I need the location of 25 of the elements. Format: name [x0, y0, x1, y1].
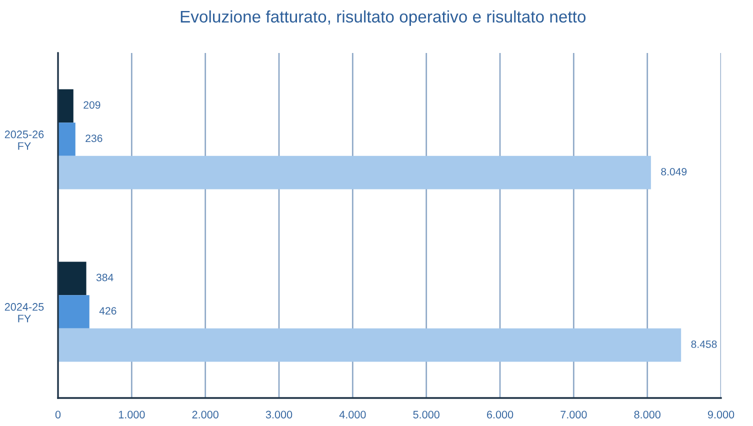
chart-title: Evoluzione fatturato, risultato operativo e risultato netto [180, 10, 586, 26]
data-label: 209 [84, 101, 100, 109]
bar [58, 328, 682, 362]
data-label: 426 [99, 307, 116, 315]
bar [58, 262, 86, 296]
x-tick-label: 8.000 [634, 410, 660, 418]
x-tick-label: 9.000 [708, 410, 734, 418]
x-tick-label: 6.000 [486, 410, 514, 418]
x-tick-label: 4.000 [339, 410, 366, 418]
data-label: 8.458 [691, 340, 717, 348]
y-tick-label: 2024-25 FY [4, 303, 44, 322]
bar [58, 295, 90, 328]
data-label: 384 [96, 274, 114, 282]
data-label: 236 [86, 134, 102, 142]
bar [58, 122, 76, 156]
x-tick-label: 0 [55, 410, 61, 418]
x-tick-label: 1.000 [118, 410, 145, 418]
x-tick-label: 2.000 [192, 410, 218, 418]
bar [58, 89, 74, 123]
y-tick-label: 2025-26 FY [4, 130, 44, 150]
x-tick-label: 5.000 [413, 410, 440, 418]
x-tick-label: 7.000 [560, 410, 587, 418]
x-tick-label: 3.000 [266, 410, 292, 418]
bar [58, 156, 651, 190]
data-label: 8.049 [661, 168, 687, 176]
